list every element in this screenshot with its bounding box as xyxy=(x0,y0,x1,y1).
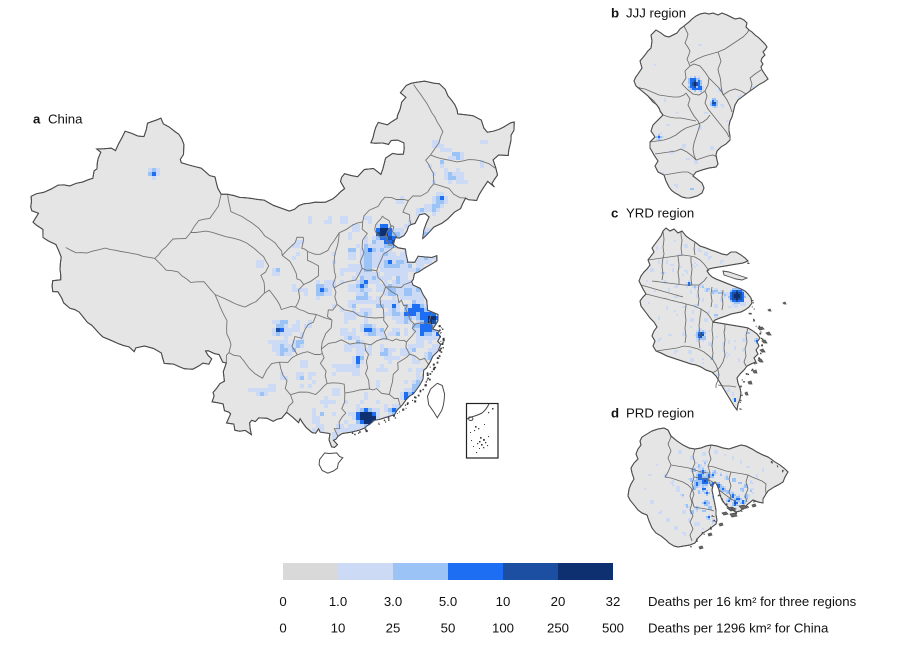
svg-text:YRD region: YRD region xyxy=(626,206,694,221)
svg-text:3.0: 3.0 xyxy=(384,594,402,609)
svg-text:China: China xyxy=(48,112,83,127)
svg-text:c: c xyxy=(611,206,618,221)
svg-text:0: 0 xyxy=(279,621,286,636)
svg-text:a: a xyxy=(33,112,41,127)
svg-text:50: 50 xyxy=(441,621,456,636)
svg-text:0: 0 xyxy=(279,594,286,609)
svg-text:25: 25 xyxy=(386,621,401,636)
svg-text:20: 20 xyxy=(551,594,566,609)
svg-text:1.0: 1.0 xyxy=(329,594,347,609)
svg-text:Deaths per 1296 km² for China: Deaths per 1296 km² for China xyxy=(648,621,829,636)
svg-text:5.0: 5.0 xyxy=(439,594,457,609)
svg-text:100: 100 xyxy=(492,621,514,636)
svg-text:Deaths per 16 km² for three re: Deaths per 16 km² for three regions xyxy=(648,594,857,609)
svg-text:32: 32 xyxy=(606,594,621,609)
svg-text:b: b xyxy=(611,6,619,21)
svg-text:JJJ region: JJJ region xyxy=(626,6,686,21)
svg-text:250: 250 xyxy=(547,621,569,636)
svg-text:PRD region: PRD region xyxy=(626,406,694,421)
svg-text:10: 10 xyxy=(331,621,346,636)
svg-text:d: d xyxy=(611,406,619,421)
svg-text:500: 500 xyxy=(602,621,624,636)
svg-text:10: 10 xyxy=(496,594,511,609)
